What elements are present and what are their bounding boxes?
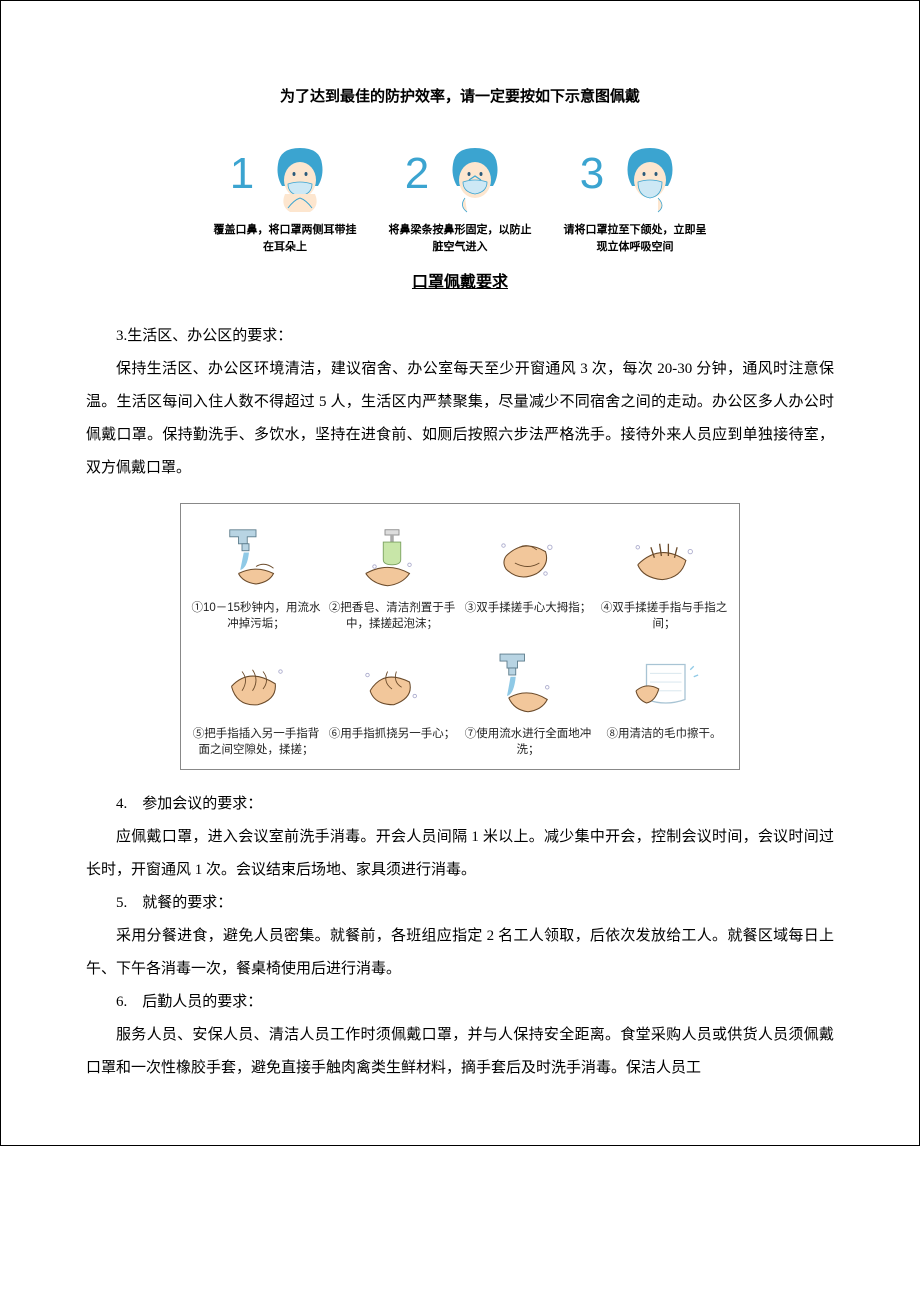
- soap-hands-icon: [342, 521, 442, 591]
- section-6-heading: 6. 后勤人员的要求：: [86, 986, 834, 1019]
- rub-thumb-icon: [478, 521, 578, 591]
- section-5-heading: 5. 就餐的要求：: [86, 887, 834, 920]
- towel-dry-icon: [614, 647, 714, 717]
- section-5-body: 采用分餐进食，避免人员密集。就餐前，各班组应指定 2 名工人领取，后依次发放给工…: [86, 920, 834, 986]
- mask-illustration-2-icon: [435, 136, 515, 216]
- rinse-water-icon: [478, 647, 578, 717]
- handwash-caption: ③双手揉搓手心大拇指；: [463, 600, 593, 616]
- section-4-heading: 4. 参加会议的要求：: [86, 788, 834, 821]
- section-6-body: 服务人员、安保人员、清洁人员工作时须佩戴口罩，并与人保持安全距离。食堂采购人员或…: [86, 1019, 834, 1085]
- handwash-step-5: ⑤把手指插入另一手指背面之间空隙处，揉搓；: [191, 642, 321, 758]
- mask-step-caption: 请将口罩拉至下颌处，立即呈现立体呼吸空间: [563, 222, 708, 255]
- mask-illustration-1-icon: [260, 136, 340, 216]
- handwash-caption: ⑥用手指抓挠另一手心；: [327, 726, 457, 742]
- mask-step-caption: 覆盖口鼻，将口罩两侧耳带挂在耳朵上: [213, 222, 358, 255]
- handwash-step-4: ④双手揉搓手指与手指之间；: [599, 516, 729, 632]
- handwash-step-7: ⑦使用流水进行全面地冲洗；: [463, 642, 593, 758]
- handwash-caption: ⑤把手指插入另一手指背面之间空隙处，揉搓；: [191, 726, 321, 758]
- interlace-fingers-icon: [614, 521, 714, 591]
- back-fingers-icon: [206, 647, 306, 717]
- handwash-step-2: ②把香皂、清洁剂置于手中，揉搓起泡沫；: [327, 516, 457, 632]
- mask-title: 为了达到最佳的防护效率，请一定要按如下示意图佩戴: [86, 81, 834, 114]
- section-4-body: 应佩戴口罩，进入会议室前洗手消毒。开会人员间隔 1 米以上。减少集中开会，控制会…: [86, 821, 834, 887]
- mask-step-2: 2 将鼻梁条按鼻形固定，以防止脏空气进入: [388, 126, 533, 255]
- mask-step-number: 1: [230, 152, 254, 216]
- mask-illustration-3-icon: [610, 136, 690, 216]
- mask-steps-row: 1 覆盖口鼻，将口罩两侧耳带挂在耳朵上 2: [86, 126, 834, 255]
- handwash-caption: ④双手揉搓手指与手指之间；: [599, 600, 729, 632]
- tap-water-icon: [206, 521, 306, 591]
- mask-requirements-heading: 口罩佩戴要求: [86, 265, 834, 300]
- document-page: 为了达到最佳的防护效率，请一定要按如下示意图佩戴 1 覆盖口鼻，将口罩两侧耳带挂…: [0, 0, 920, 1146]
- section-3-heading: 3.生活区、办公区的要求：: [86, 320, 834, 353]
- handwash-caption: ①10－15秒钟内，用流水冲掉污垢；: [191, 600, 321, 632]
- handwash-step-6: ⑥用手指抓挠另一手心；: [327, 642, 457, 758]
- handwash-caption: ②把香皂、清洁剂置于手中，揉搓起泡沫；: [327, 600, 457, 632]
- scratch-palm-icon: [342, 647, 442, 717]
- handwash-step-3: ③双手揉搓手心大拇指；: [463, 516, 593, 632]
- mask-step-number: 3: [580, 152, 604, 216]
- mask-step-3: 3 请将口罩拉至下颌处，立即呈现立体呼吸空间: [563, 126, 708, 255]
- handwash-panel: ①10－15秒钟内，用流水冲掉污垢； ②把香皂、清洁剂置于手中，揉搓起泡沫；: [180, 503, 740, 769]
- handwash-step-8: ⑧用清洁的毛巾擦干。: [599, 642, 729, 758]
- mask-step-1: 1 覆盖口鼻，将口罩两侧耳带挂在耳朵上: [213, 126, 358, 255]
- mask-step-number: 2: [405, 152, 429, 216]
- handwash-step-1: ①10－15秒钟内，用流水冲掉污垢；: [191, 516, 321, 632]
- handwash-caption: ⑦使用流水进行全面地冲洗；: [463, 726, 593, 758]
- mask-step-caption: 将鼻梁条按鼻形固定，以防止脏空气进入: [388, 222, 533, 255]
- section-3-body: 保持生活区、办公区环境清洁，建议宿舍、办公室每天至少开窗通风 3 次，每次 20…: [86, 353, 834, 485]
- handwash-grid: ①10－15秒钟内，用流水冲掉污垢； ②把香皂、清洁剂置于手中，揉搓起泡沫；: [191, 516, 729, 758]
- handwash-caption: ⑧用清洁的毛巾擦干。: [599, 726, 729, 742]
